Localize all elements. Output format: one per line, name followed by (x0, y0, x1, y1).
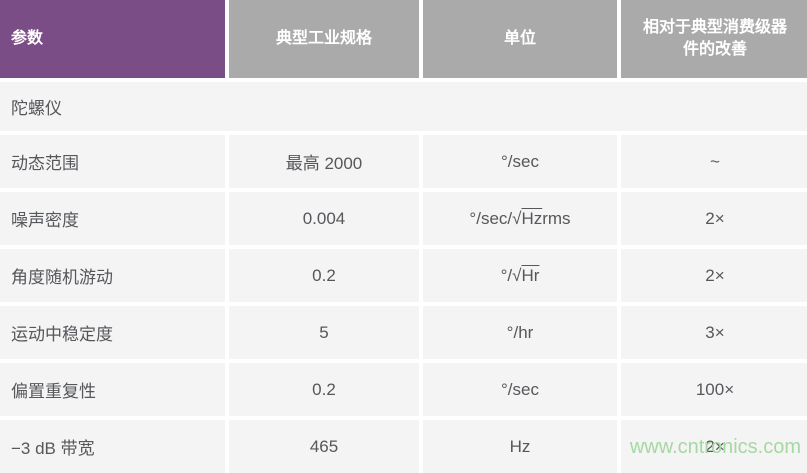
unit-overline-segment: Hr (521, 265, 540, 285)
section-row-gyroscope: 陀螺仪 (0, 82, 807, 131)
improvement-cell: 2× (621, 420, 807, 473)
unit-cell: °/sec (423, 135, 617, 188)
spec-cell: 0.2 (229, 363, 419, 416)
param-cell: −3 dB 带宽 (0, 420, 225, 473)
param-cell: 动态范围 (0, 135, 225, 188)
unit-segment: Hz (509, 436, 531, 456)
table-header-row: 参数 典型工业规格 单位 相对于典型消费级器 件的改善 (0, 0, 807, 78)
unit-segment: °/√ (500, 265, 522, 285)
spec-cell: 465 (229, 420, 419, 473)
improvement-cell: 3× (621, 306, 807, 359)
spec-cell: 5 (229, 306, 419, 359)
unit-cell: Hz (423, 420, 617, 473)
unit-segment: °/hr (506, 322, 534, 342)
header-cell-industrial-spec: 典型工业规格 (229, 0, 419, 78)
improvement-cell: 100× (621, 363, 807, 416)
unit-segment: °/sec/√ (469, 208, 522, 228)
unit-overline-segment: Hz (521, 208, 543, 228)
table-row: 噪声密度 0.004 °/sec/√ Hz rms 2× (0, 192, 807, 245)
unit-cell: °/hr (423, 306, 617, 359)
header-cell-improvement: 相对于典型消费级器 件的改善 (621, 0, 807, 78)
improvement-cell: ~ (621, 135, 807, 188)
table-body: 动态范围 最高 2000 °/sec ~ 噪声密度 0.004 °/sec/√ Hz rms 2… (0, 135, 807, 473)
unit-cell: °/√ Hr (423, 249, 617, 302)
unit-cell: °/sec (423, 363, 617, 416)
header-cell-parameter: 参数 (0, 0, 225, 78)
param-cell: 噪声密度 (0, 192, 225, 245)
unit-cell: °/sec/√ Hz rms (423, 192, 617, 245)
unit-segment: °/sec (501, 151, 539, 171)
table-row: 运动中稳定度 5 °/hr 3× (0, 306, 807, 359)
header-cell-unit: 单位 (423, 0, 617, 78)
spec-cell: 最高 2000 (229, 135, 419, 188)
table-row: 动态范围 最高 2000 °/sec ~ (0, 135, 807, 188)
improvement-cell: 2× (621, 249, 807, 302)
param-cell: 运动中稳定度 (0, 306, 225, 359)
table-row: 角度随机游动 0.2 °/√ Hr 2× (0, 249, 807, 302)
unit-segment: rms (542, 208, 571, 228)
spec-cell: 0.2 (229, 249, 419, 302)
table-row: −3 dB 带宽 465 Hz 2× (0, 420, 807, 473)
unit-segment: °/sec (501, 379, 539, 399)
param-cell: 角度随机游动 (0, 249, 225, 302)
table-row: 偏置重复性 0.2 °/sec 100× (0, 363, 807, 416)
spec-cell: 0.004 (229, 192, 419, 245)
param-cell: 偏置重复性 (0, 363, 225, 416)
improvement-cell: 2× (621, 192, 807, 245)
